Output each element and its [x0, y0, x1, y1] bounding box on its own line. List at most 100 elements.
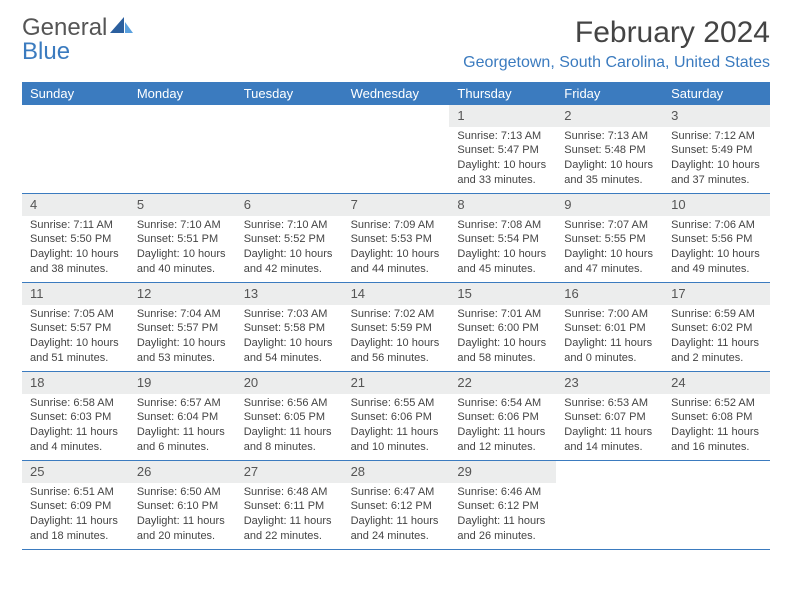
sunset: Sunset: 6:05 PM [244, 410, 335, 425]
day-detail: Sunrise: 6:58 AMSunset: 6:03 PMDaylight:… [22, 396, 129, 459]
daylight: Daylight: 10 hours and 54 minutes. [244, 336, 335, 366]
month-title: February 2024 [463, 16, 770, 50]
week-row: 11Sunrise: 7:05 AMSunset: 5:57 PMDayligh… [22, 283, 770, 372]
day-detail: Sunrise: 6:53 AMSunset: 6:07 PMDaylight:… [556, 396, 663, 459]
day-number: 15 [449, 283, 556, 305]
daylight: Daylight: 11 hours and 0 minutes. [564, 336, 655, 366]
sunset: Sunset: 5:49 PM [671, 143, 762, 158]
sunrise: Sunrise: 7:12 AM [671, 129, 762, 144]
day-cell: 23Sunrise: 6:53 AMSunset: 6:07 PMDayligh… [556, 372, 663, 460]
day-cell: 10Sunrise: 7:06 AMSunset: 5:56 PMDayligh… [663, 194, 770, 282]
sunset: Sunset: 5:48 PM [564, 143, 655, 158]
calendar-weeks: 1Sunrise: 7:13 AMSunset: 5:47 PMDaylight… [22, 105, 770, 550]
day-cell: 9 Sunrise: 7:07 AMSunset: 5:55 PMDaylight… [556, 194, 663, 282]
day-number: 24 [663, 372, 770, 394]
day-detail: Sunrise: 7:04 AMSunset: 5:57 PMDaylight:… [129, 307, 236, 370]
sunrise: Sunrise: 7:06 AM [671, 218, 762, 233]
day-number: 29 [449, 461, 556, 483]
brand-part2: Blue [22, 40, 134, 64]
day-header-row: SundayMondayTuesdayWednesdayThursdayFrid… [22, 82, 770, 105]
sunset: Sunset: 5:55 PM [564, 232, 655, 247]
day-detail: Sunrise: 7:12 AMSunset: 5:49 PMDaylight:… [663, 129, 770, 192]
day-number: 9 [556, 194, 663, 216]
sunset: Sunset: 5:56 PM [671, 232, 762, 247]
day-detail: Sunrise: 7:03 AMSunset: 5:58 PMDaylight:… [236, 307, 343, 370]
sunset: Sunset: 6:12 PM [351, 499, 442, 514]
daylight: Daylight: 10 hours and 42 minutes. [244, 247, 335, 277]
day-number: 20 [236, 372, 343, 394]
sunset: Sunset: 5:52 PM [244, 232, 335, 247]
sunrise: Sunrise: 7:11 AM [30, 218, 121, 233]
daylight: Daylight: 10 hours and 33 minutes. [457, 158, 548, 188]
day-cell: 1Sunrise: 7:13 AMSunset: 5:47 PMDaylight… [449, 105, 556, 193]
daylight: Daylight: 11 hours and 10 minutes. [351, 425, 442, 455]
daylight: Daylight: 11 hours and 4 minutes. [30, 425, 121, 455]
daylight: Daylight: 10 hours and 49 minutes. [671, 247, 762, 277]
day-number: 16 [556, 283, 663, 305]
day-detail: Sunrise: 7:01 AMSunset: 6:00 PMDaylight:… [449, 307, 556, 370]
day-cell: 8Sunrise: 7:08 AMSunset: 5:54 PMDaylight… [449, 194, 556, 282]
sunset: Sunset: 6:01 PM [564, 321, 655, 336]
day-cell: 6Sunrise: 7:10 AMSunset: 5:52 PMDaylight… [236, 194, 343, 282]
sunset: Sunset: 5:51 PM [137, 232, 228, 247]
day-number: 14 [343, 283, 450, 305]
day-cell: 21Sunrise: 6:55 AMSunset: 6:06 PMDayligh… [343, 372, 450, 460]
day-number: 22 [449, 372, 556, 394]
sunset: Sunset: 6:11 PM [244, 499, 335, 514]
daylight: Daylight: 11 hours and 22 minutes. [244, 514, 335, 544]
daylight: Daylight: 10 hours and 44 minutes. [351, 247, 442, 277]
brand-part1: General [22, 16, 107, 40]
day-detail: Sunrise: 6:46 AMSunset: 6:12 PMDaylight:… [449, 485, 556, 548]
sunrise: Sunrise: 7:01 AM [457, 307, 548, 322]
sunrise: Sunrise: 6:59 AM [671, 307, 762, 322]
day-cell: 17Sunrise: 6:59 AMSunset: 6:02 PMDayligh… [663, 283, 770, 371]
daylight: Daylight: 10 hours and 53 minutes. [137, 336, 228, 366]
day-number: 26 [129, 461, 236, 483]
day-detail: Sunrise: 7:05 AMSunset: 5:57 PMDaylight:… [22, 307, 129, 370]
daylight: Daylight: 10 hours and 47 minutes. [564, 247, 655, 277]
brand-logo: GeneralBlue [22, 16, 134, 64]
day-cell: 15Sunrise: 7:01 AMSunset: 6:00 PMDayligh… [449, 283, 556, 371]
daylight: Daylight: 10 hours and 38 minutes. [30, 247, 121, 277]
day-detail: Sunrise: 7:11 AMSunset: 5:50 PMDaylight:… [22, 218, 129, 281]
daylight: Daylight: 10 hours and 37 minutes. [671, 158, 762, 188]
daylight: Daylight: 10 hours and 40 minutes. [137, 247, 228, 277]
sunset: Sunset: 6:10 PM [137, 499, 228, 514]
day-cell: 11Sunrise: 7:05 AMSunset: 5:57 PMDayligh… [22, 283, 129, 371]
daylight: Daylight: 10 hours and 51 minutes. [30, 336, 121, 366]
day-header-monday: Monday [129, 82, 236, 105]
sunset: Sunset: 5:50 PM [30, 232, 121, 247]
sunrise: Sunrise: 6:55 AM [351, 396, 442, 411]
day-cell: 5Sunrise: 7:10 AMSunset: 5:51 PMDaylight… [129, 194, 236, 282]
sunset: Sunset: 5:59 PM [351, 321, 442, 336]
daylight: Daylight: 10 hours and 58 minutes. [457, 336, 548, 366]
day-number: 18 [22, 372, 129, 394]
sunset: Sunset: 6:03 PM [30, 410, 121, 425]
daylight: Daylight: 11 hours and 8 minutes. [244, 425, 335, 455]
daylight: Daylight: 11 hours and 20 minutes. [137, 514, 228, 544]
day-number: 3 [663, 105, 770, 127]
daylight: Daylight: 11 hours and 16 minutes. [671, 425, 762, 455]
sunrise: Sunrise: 7:13 AM [564, 129, 655, 144]
day-detail: Sunrise: 6:52 AMSunset: 6:08 PMDaylight:… [663, 396, 770, 459]
sunrise: Sunrise: 7:03 AM [244, 307, 335, 322]
day-cell: 12Sunrise: 7:04 AMSunset: 5:57 PMDayligh… [129, 283, 236, 371]
sunrise: Sunrise: 7:00 AM [564, 307, 655, 322]
sail-icon [110, 16, 134, 40]
day-detail: Sunrise: 7:13 AMSunset: 5:47 PMDaylight:… [449, 129, 556, 192]
day-header-friday: Friday [556, 82, 663, 105]
sunset: Sunset: 6:06 PM [457, 410, 548, 425]
sunrise: Sunrise: 6:47 AM [351, 485, 442, 500]
sunrise: Sunrise: 7:07 AM [564, 218, 655, 233]
daylight: Daylight: 10 hours and 56 minutes. [351, 336, 442, 366]
day-detail: Sunrise: 7:10 AMSunset: 5:52 PMDaylight:… [236, 218, 343, 281]
sunset: Sunset: 6:07 PM [564, 410, 655, 425]
day-detail: Sunrise: 7:02 AMSunset: 5:59 PMDaylight:… [343, 307, 450, 370]
day-number: 4 [22, 194, 129, 216]
day-cell: 26Sunrise: 6:50 AMSunset: 6:10 PMDayligh… [129, 461, 236, 549]
day-cell: 19Sunrise: 6:57 AMSunset: 6:04 PMDayligh… [129, 372, 236, 460]
daylight: Daylight: 11 hours and 18 minutes. [30, 514, 121, 544]
day-number: 8 [449, 194, 556, 216]
day-header-tuesday: Tuesday [236, 82, 343, 105]
day-detail: Sunrise: 6:47 AMSunset: 6:12 PMDaylight:… [343, 485, 450, 548]
